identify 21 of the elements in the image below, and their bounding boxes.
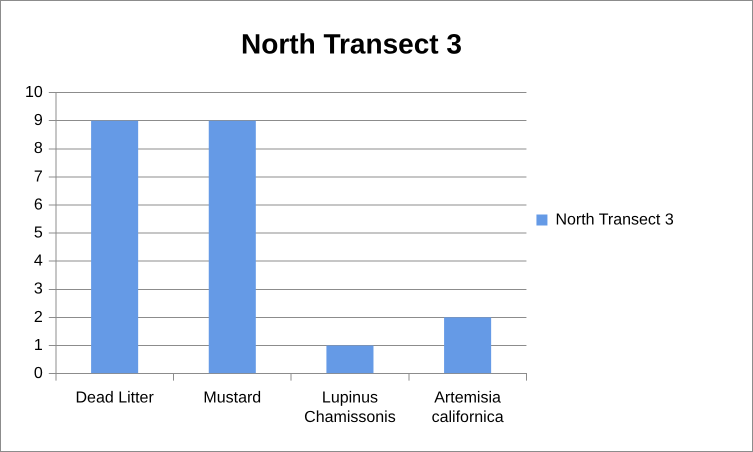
y-tick-label: 10	[25, 84, 43, 102]
chart-title: North Transect 3	[241, 28, 462, 60]
y-tick-label: 3	[34, 280, 43, 298]
y-tick-label: 8	[34, 140, 43, 158]
y-tick-label: 5	[34, 224, 43, 242]
bar	[91, 120, 138, 374]
y-tick-label: 0	[34, 365, 43, 382]
bar	[208, 120, 256, 374]
x-tick-label: Artemisia californica	[432, 390, 504, 426]
bar	[444, 317, 492, 374]
y-tick-label: 6	[34, 196, 43, 214]
y-tick-label: 7	[34, 168, 43, 186]
x-tick-label: Lupinus Chamissonis	[304, 390, 396, 426]
x-tick-label: Dead Litter	[75, 390, 154, 407]
legend-label: North Transect 3	[555, 211, 674, 228]
y-tick-label: 9	[34, 112, 43, 130]
y-tick-label: 2	[34, 308, 43, 326]
x-tick-label: Mustard	[203, 390, 262, 407]
y-tick-label: 1	[34, 336, 43, 354]
y-tick-label: 4	[34, 252, 43, 270]
bar	[326, 346, 374, 374]
